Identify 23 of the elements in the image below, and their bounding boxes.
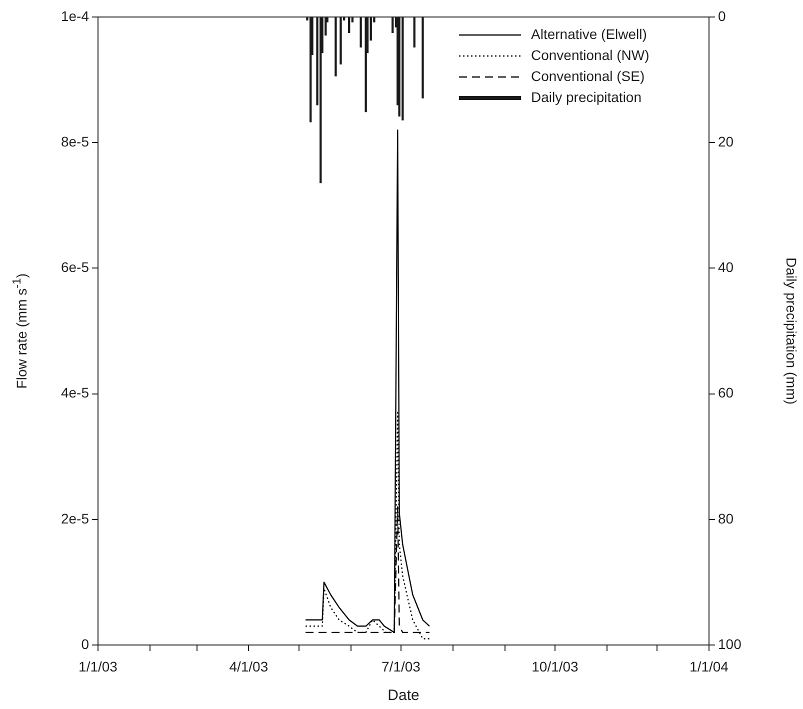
legend-label: Conventional (NW) [531, 46, 650, 63]
y2-tick-label: 60 [718, 384, 734, 401]
x-tick-label: 1/1/03 [78, 658, 118, 674]
x-axis-title: Date [388, 687, 420, 704]
y2-tick-label: 0 [718, 8, 726, 24]
y2-tick-label: 40 [718, 259, 734, 276]
y2-tick-label: 100 [718, 636, 742, 652]
y2-tick-label: 20 [718, 133, 734, 150]
y2-tick-label: 80 [718, 510, 734, 526]
x-tick-label: 4/1/03 [229, 658, 268, 674]
legend-label: Daily precipitation [531, 88, 642, 105]
y-tick-label: 2e-5 [60, 510, 90, 526]
y2-axis-title: Daily precipitation (mm) [784, 257, 800, 405]
x-tick-label: 10/1/03 [532, 658, 579, 674]
x-tick-label: 1/1/04 [690, 658, 729, 674]
x-tick-label: 7/1/03 [382, 658, 421, 674]
y-tick-label: 4e-5 [60, 384, 90, 401]
y-tick-label: 1e-4 [60, 8, 90, 24]
legend-label: Alternative (Elwell) [531, 26, 647, 42]
y-tick-label: 0 [81, 636, 90, 652]
y-tick-label: 6e-5 [60, 259, 90, 276]
legend-label: Conventional (SE) [531, 68, 645, 84]
y-tick-label: 8e-5 [60, 133, 90, 150]
